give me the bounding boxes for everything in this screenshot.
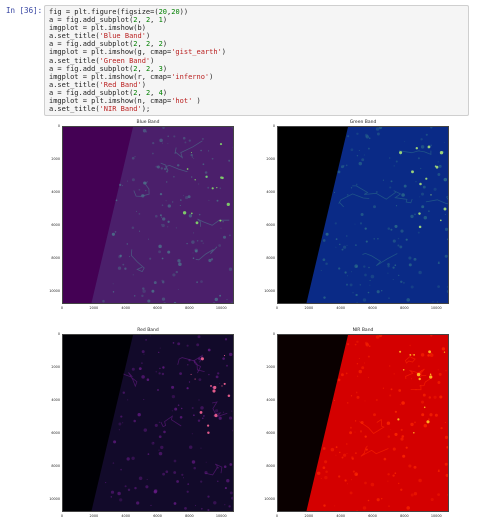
y-tick-label: 6000	[51, 222, 60, 227]
code-line: a.set_title('Red Band')	[49, 80, 146, 89]
output-area: Blue Band 0 2000 4000 6000 8000 10000 0 2000 4000…	[44, 120, 469, 520]
y-tick-label: 0	[57, 332, 60, 336]
subplot-blue-band: Blue Band 0 2000 4000 6000 8000 10000 0 2000 4000…	[44, 120, 238, 314]
subplot-title: Blue Band	[136, 120, 160, 125]
code-line: a = fig.add_subplot(2, 2, 4)	[49, 88, 168, 97]
y-tick-label: 10000	[49, 496, 60, 501]
x-tick-label: 0	[275, 306, 279, 310]
code-line: imgplot = plt.imshow(n, cmap='hot' )	[49, 97, 201, 106]
y-tick-label: 6000	[51, 430, 60, 435]
band-image	[62, 126, 234, 304]
x-tick-label: 4000	[336, 514, 346, 518]
x-tick-label: 2000	[89, 306, 99, 310]
y-tick-label: 8000	[266, 463, 275, 468]
x-tick-label: 6000	[153, 514, 162, 518]
nodata-region	[278, 127, 348, 303]
band-image	[277, 334, 449, 512]
band-image	[277, 126, 449, 304]
x-tick-label: 2000	[304, 306, 314, 310]
x-tick-label: 0	[60, 514, 64, 518]
x-tick-label: 0	[60, 306, 64, 310]
y-tick-label: 0	[272, 332, 275, 336]
x-tick-label: 6000	[153, 306, 162, 310]
y-tick-label: 2000	[51, 364, 60, 369]
x-tick-label: 10000	[430, 514, 442, 518]
code-editor[interactable]: fig = plt.figure(figsize=(20,20)) a = fig…	[44, 5, 469, 116]
y-tick-label: 0	[272, 124, 275, 128]
y-tick-label: 2000	[266, 156, 275, 161]
y-tick-label: 10000	[264, 288, 275, 293]
x-tick-label: 6000	[368, 306, 377, 310]
x-tick-label: 6000	[368, 514, 377, 518]
code-lines: fig = plt.figure(figsize=(20,20)) a = fig…	[49, 8, 464, 113]
x-tick-label: 10000	[215, 306, 227, 310]
y-tick-label: 8000	[51, 255, 60, 260]
x-tick-label: 4000	[121, 514, 131, 518]
code-line: a = fig.add_subplot(2, 2, 3)	[49, 64, 168, 73]
x-tick-label: 8000	[400, 306, 409, 310]
x-tick-label: 0	[275, 514, 279, 518]
subplot-title: NIR Band	[352, 328, 374, 333]
nodata-region	[63, 127, 133, 303]
x-tick-label: 8000	[185, 306, 194, 310]
subplot-nir-band: NIR Band 0 2000 4000 6000 8000 10000 0 2000 4000 6…	[259, 328, 453, 522]
x-tick-label: 4000	[336, 306, 346, 310]
y-tick-label: 8000	[266, 255, 275, 260]
code-line: a = fig.add_subplot(2, 2, 1)	[49, 16, 168, 25]
cell-prompt: In [36]:	[6, 6, 43, 15]
y-tick-label: 4000	[266, 397, 275, 402]
x-tick-label: 2000	[89, 514, 99, 518]
nodata-region	[278, 335, 348, 511]
subplot-title: Red Band	[137, 328, 159, 333]
y-tick-label: 0	[57, 124, 60, 128]
code-line: a.set_title('Green Band')	[49, 56, 155, 65]
y-tick-label: 8000	[51, 463, 60, 468]
subplot-title: Green Band	[349, 120, 377, 125]
y-tick-label: 2000	[51, 156, 60, 161]
code-line: imgplot = plt.imshow(r, cmap='inferno')	[49, 72, 214, 81]
x-tick-label: 10000	[215, 514, 227, 518]
x-tick-label: 8000	[400, 514, 409, 518]
x-tick-label: 8000	[185, 514, 194, 518]
y-tick-label: 4000	[51, 189, 60, 194]
code-line: imgplot = plt.imshow(b)	[49, 24, 146, 33]
code-line: fig = plt.figure(figsize=(20,20))	[49, 8, 189, 16]
y-tick-label: 6000	[266, 430, 275, 435]
y-tick-label: 10000	[49, 288, 60, 293]
nodata-region	[63, 335, 133, 511]
x-tick-label: 10000	[430, 306, 442, 310]
code-line: a.set_title('Blue Band')	[49, 32, 151, 41]
y-tick-label: 10000	[264, 496, 275, 501]
y-tick-label: 4000	[51, 397, 60, 402]
x-tick-label: 4000	[121, 306, 131, 310]
code-line: imgplot = plt.imshow(g, cmap='gist_earth…	[49, 48, 227, 57]
subplot-red-band: Red Band 0 2000 4000 6000 8000 10000 0 2000 4000 6…	[44, 328, 238, 522]
y-tick-label: 6000	[266, 222, 275, 227]
band-image	[62, 334, 234, 512]
subplot-green-band: Green Band 0 2000 4000 6000 8000 10000 0 2000 400…	[259, 120, 453, 314]
y-tick-label: 4000	[266, 189, 275, 194]
code-line: a.set_title('NIR Band');	[49, 105, 151, 114]
y-tick-label: 2000	[266, 364, 275, 369]
x-tick-label: 2000	[304, 514, 314, 518]
code-line: a = fig.add_subplot(2, 2, 2)	[49, 40, 168, 49]
